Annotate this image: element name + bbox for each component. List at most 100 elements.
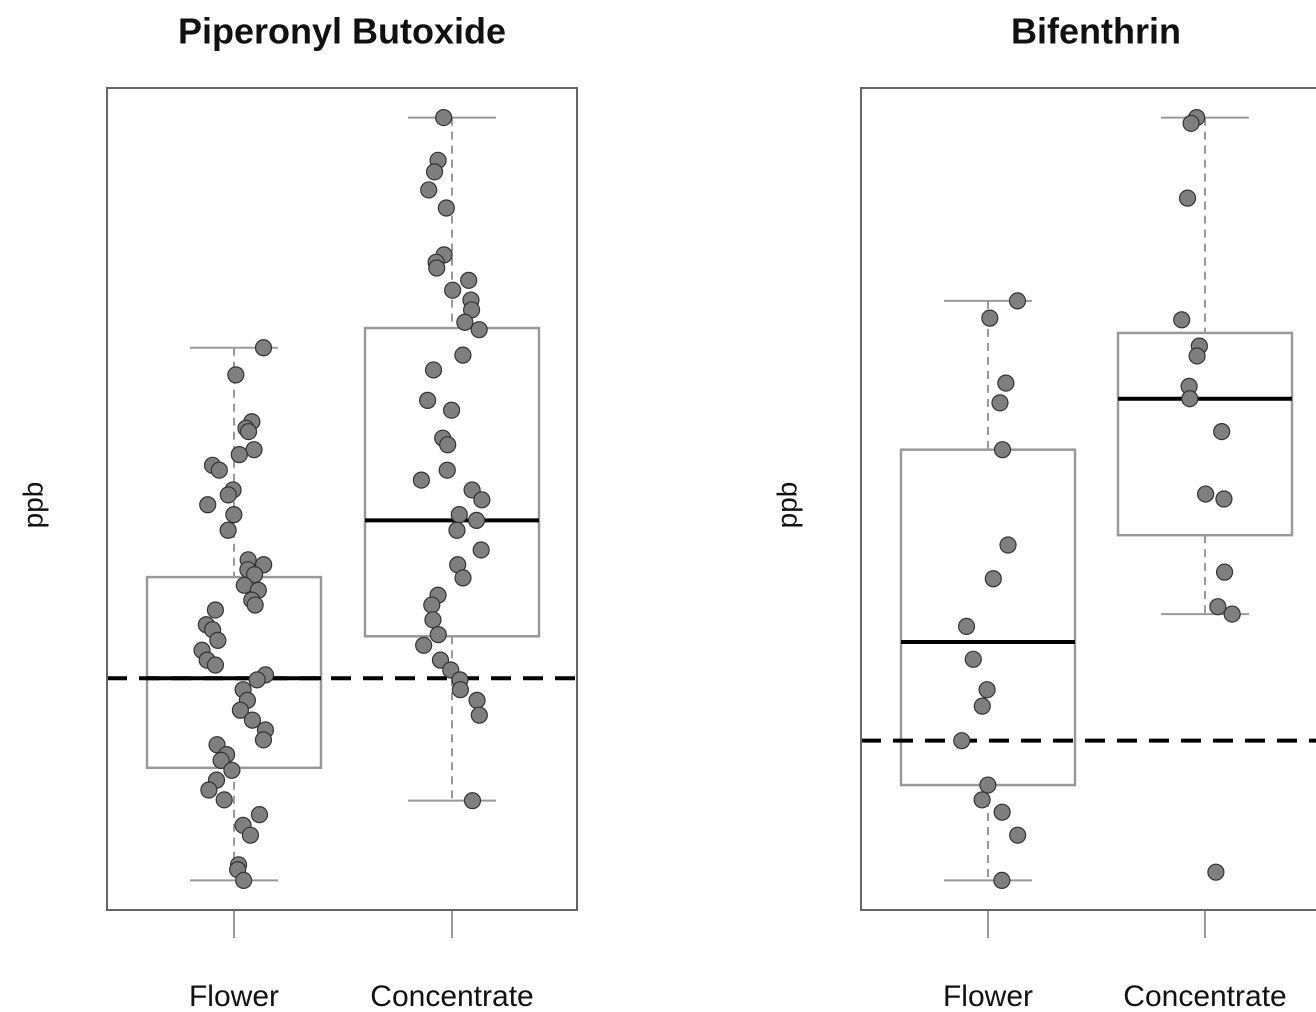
data-point bbox=[460, 271, 478, 289]
data-point bbox=[225, 506, 243, 524]
data-point bbox=[1207, 863, 1225, 881]
data-point bbox=[227, 366, 245, 384]
data-point bbox=[438, 461, 456, 479]
chart-title: Bifenthrin bbox=[1011, 11, 1181, 52]
data-point bbox=[1197, 485, 1215, 503]
data-point bbox=[993, 803, 1011, 821]
data-point bbox=[439, 436, 457, 454]
box bbox=[145, 575, 323, 770]
data-point bbox=[467, 511, 486, 529]
box bbox=[899, 448, 1077, 787]
data-point bbox=[979, 776, 997, 794]
data-point bbox=[451, 681, 469, 699]
data-point bbox=[243, 711, 262, 729]
data-point bbox=[953, 732, 971, 750]
data-point bbox=[412, 471, 430, 489]
data-point bbox=[1181, 390, 1199, 408]
data-point bbox=[199, 496, 217, 514]
data-point bbox=[428, 259, 446, 277]
data-point bbox=[212, 751, 230, 769]
data-point bbox=[423, 596, 441, 614]
data-point bbox=[981, 309, 999, 327]
data-point bbox=[206, 601, 225, 619]
y-axis-label: ppb bbox=[17, 482, 48, 529]
data-point bbox=[1178, 189, 1197, 207]
x-tick-label: Concentrate bbox=[370, 980, 533, 1012]
data-point bbox=[468, 691, 486, 709]
data-point bbox=[442, 401, 461, 419]
x-tick-label: Flower bbox=[943, 980, 1033, 1012]
y-axis-label: ppb bbox=[771, 482, 802, 529]
data-point bbox=[973, 697, 991, 715]
data-point bbox=[472, 541, 490, 559]
data-point bbox=[1209, 598, 1227, 616]
data-point bbox=[420, 181, 438, 199]
data-point bbox=[437, 199, 455, 217]
data-point bbox=[999, 536, 1017, 554]
data-point bbox=[957, 617, 976, 636]
data-point bbox=[984, 570, 1002, 588]
data-point bbox=[1173, 311, 1191, 329]
plot-frame bbox=[860, 87, 1316, 911]
data-point bbox=[254, 339, 273, 357]
x-tick-label: Flower bbox=[189, 980, 279, 1012]
data-point bbox=[235, 871, 253, 890]
data-point bbox=[444, 281, 462, 299]
data-point bbox=[223, 761, 241, 779]
data-point bbox=[978, 681, 996, 699]
data-point bbox=[993, 441, 1012, 459]
data-point bbox=[991, 394, 1009, 412]
data-point bbox=[415, 636, 433, 654]
data-point bbox=[1188, 347, 1206, 365]
data-point bbox=[1008, 292, 1027, 310]
data-point bbox=[241, 826, 260, 844]
data-point bbox=[219, 486, 237, 504]
data-point bbox=[470, 321, 488, 339]
data-point bbox=[250, 806, 269, 824]
data-point bbox=[964, 650, 982, 668]
data-point bbox=[248, 671, 266, 689]
data-point bbox=[1215, 563, 1234, 581]
data-point bbox=[424, 361, 443, 379]
data-point bbox=[219, 521, 237, 539]
data-point bbox=[1009, 826, 1027, 844]
data-point bbox=[425, 163, 444, 181]
data-point bbox=[470, 706, 488, 724]
data-point bbox=[231, 701, 250, 719]
data-point bbox=[254, 731, 273, 749]
data-point bbox=[993, 871, 1011, 890]
data-point bbox=[419, 391, 437, 409]
data-point bbox=[230, 446, 248, 464]
data-point bbox=[435, 108, 453, 127]
data-point bbox=[215, 791, 233, 809]
data-point bbox=[239, 422, 258, 441]
data-point bbox=[463, 792, 482, 810]
data-point bbox=[1223, 605, 1241, 623]
data-point bbox=[456, 313, 474, 331]
data-point bbox=[973, 791, 991, 809]
data-point bbox=[209, 631, 227, 649]
box bbox=[363, 326, 541, 638]
data-point bbox=[1215, 490, 1233, 508]
box bbox=[1116, 331, 1294, 537]
data-point bbox=[424, 611, 442, 629]
plot-frame bbox=[106, 87, 578, 911]
data-point bbox=[473, 491, 491, 509]
data-point bbox=[429, 626, 447, 644]
data-point bbox=[245, 441, 263, 459]
data-point bbox=[1182, 114, 1200, 132]
data-point bbox=[1213, 422, 1231, 441]
data-point bbox=[210, 461, 228, 479]
data-point bbox=[246, 596, 264, 614]
data-point bbox=[454, 569, 472, 587]
data-point bbox=[450, 506, 468, 524]
data-point bbox=[206, 656, 225, 674]
x-tick-label: Concentrate bbox=[1123, 980, 1286, 1012]
chart-title: Piperonyl Butoxide bbox=[178, 11, 506, 52]
data-point bbox=[997, 374, 1015, 392]
data-point bbox=[200, 781, 218, 799]
data-point bbox=[448, 521, 466, 539]
data-point bbox=[454, 346, 472, 364]
